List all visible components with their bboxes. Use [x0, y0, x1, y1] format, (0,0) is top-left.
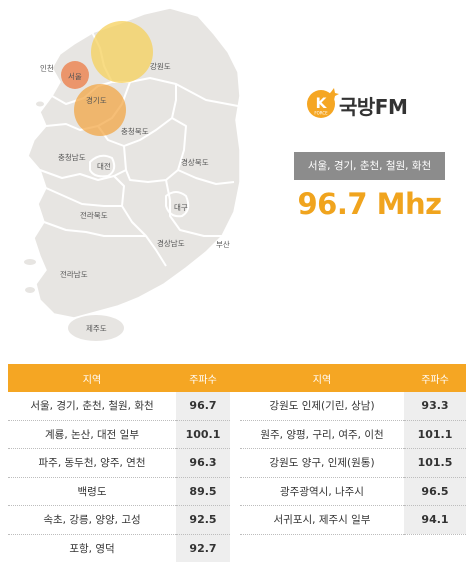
region-label-daegu: 대구 [174, 203, 188, 212]
korea-coverage-map: 인천 서울 경기도 강원도 충청북도 충청남도 대전 경상북도 대구 전라북도 … [24, 7, 241, 341]
frequency-cell [404, 534, 466, 562]
table-row: 백령도 89.5 광주광역시, 나주시 96.5 [8, 477, 466, 506]
region-label-gyeonggi: 경기도 [86, 95, 107, 105]
jeju-island-shape [68, 315, 124, 341]
region-cell: 강원도 인제(기린, 상남) [240, 392, 404, 421]
region-cell: 서울, 경기, 춘천, 철원, 화천 [8, 392, 176, 421]
header-region-2: 지역 [240, 364, 404, 392]
region-label-chungbuk: 충청북도 [121, 127, 149, 136]
cell-spacer [230, 392, 240, 420]
frequency-cell: 92.5 [176, 505, 230, 535]
coverage-circle-red [61, 61, 89, 89]
coverage-circle-yellow [91, 21, 153, 83]
island-shape [25, 287, 35, 293]
header-spacer [230, 364, 240, 392]
region-cell: 포항, 영덕 [69, 542, 115, 555]
svg-text:FORCE: FORCE [314, 111, 328, 116]
kforce-fm-logo: K FORCE 국방FM [305, 84, 445, 124]
region-label-gyeongbuk: 경상북도 [181, 157, 209, 167]
cell-spacer [230, 505, 240, 534]
table-row: 포항, 영덕 92.7 [8, 534, 466, 562]
kforce-logo-icon: K FORCE [307, 88, 339, 118]
table-header-row: 지역 주파수 지역 주파수 [8, 364, 466, 392]
table-row: 계룡, 논산, 대전 일부 100.1 원주, 양평, 구리, 여주, 이천 1… [8, 420, 466, 449]
island-shape [227, 88, 233, 92]
region-label-gyeongnam: 경상남도 [157, 238, 185, 248]
region-label-daejeon: 대전 [97, 161, 111, 171]
frequency-cell: 92.7 [176, 534, 230, 562]
island-shape [24, 259, 36, 265]
region-label-jeju: 제주도 [86, 324, 107, 333]
cell-spacer [230, 448, 240, 477]
frequency-cell: 93.3 [404, 392, 466, 421]
region-label-chungnam: 충청남도 [58, 153, 86, 162]
region-cell: 서귀포시, 제주시 일부 [240, 505, 404, 535]
region-cell: 파주, 동두천, 양주, 연천 [8, 448, 176, 478]
header-frequency-1: 주파수 [176, 364, 230, 392]
frequency-cell: 96.5 [404, 477, 466, 506]
cell-spacer [230, 420, 240, 449]
region-label-busan: 부산 [216, 239, 230, 249]
region-cell: 원주, 양평, 구리, 여주, 이천 [240, 420, 404, 449]
header-frequency-2: 주파수 [404, 364, 466, 392]
frequency-table: 지역 주파수 지역 주파수 서울, 경기, 춘천, 철원, 화천 96.7 강원… [8, 364, 466, 562]
region-cell: 계룡, 논산, 대전 일부 [8, 420, 176, 449]
table-row: 속초, 강릉, 양양, 고성 92.5 서귀포시, 제주시 일부 94.1 [8, 505, 466, 535]
header-region-1: 지역 [8, 364, 176, 392]
region-label-jeonnam: 전라남도 [60, 269, 88, 279]
frequency-cell: 94.1 [404, 505, 466, 535]
frequency-cell: 101.5 [404, 448, 466, 478]
frequency-cell: 100.1 [176, 420, 230, 449]
frequency-cell: 96.7 [176, 392, 230, 421]
region-label-seoul: 서울 [68, 72, 82, 81]
island-shape [36, 101, 44, 107]
region-cell: 광주광역시, 나주시 [240, 477, 404, 506]
table-row: 서울, 경기, 춘천, 철원, 화천 96.7 강원도 인제(기린, 상남) 9… [8, 392, 466, 421]
region-cell [240, 534, 404, 562]
table-row: 파주, 동두천, 양주, 연천 96.3 강원도 양구, 인제(원통) 101.… [8, 448, 466, 478]
svg-text:K: K [316, 96, 328, 112]
region-cell: 강원도 양구, 인제(원통) [240, 448, 404, 478]
region-cell: 속초, 강릉, 양양, 고성 [8, 505, 176, 535]
region-label-jeonbuk: 전라북도 [80, 210, 108, 220]
region-cell: 백령도 [8, 477, 176, 506]
cell-spacer [230, 477, 240, 506]
frequency-cell: 96.3 [176, 448, 230, 478]
coverage-circle-orange [74, 84, 126, 136]
frequency-cell: 101.1 [404, 420, 466, 449]
region-label-gangwon: 강원도 [150, 61, 171, 71]
cell-spacer [230, 534, 240, 562]
frequency-cell: 89.5 [176, 477, 230, 506]
logo-text: 국방FM [339, 95, 408, 119]
main-frequency: 96.7 Mhz [297, 187, 442, 221]
coverage-areas-box: 서울, 경기, 춘천, 철원, 화천 [294, 152, 445, 180]
region-label-incheon: 인천 [40, 63, 54, 73]
